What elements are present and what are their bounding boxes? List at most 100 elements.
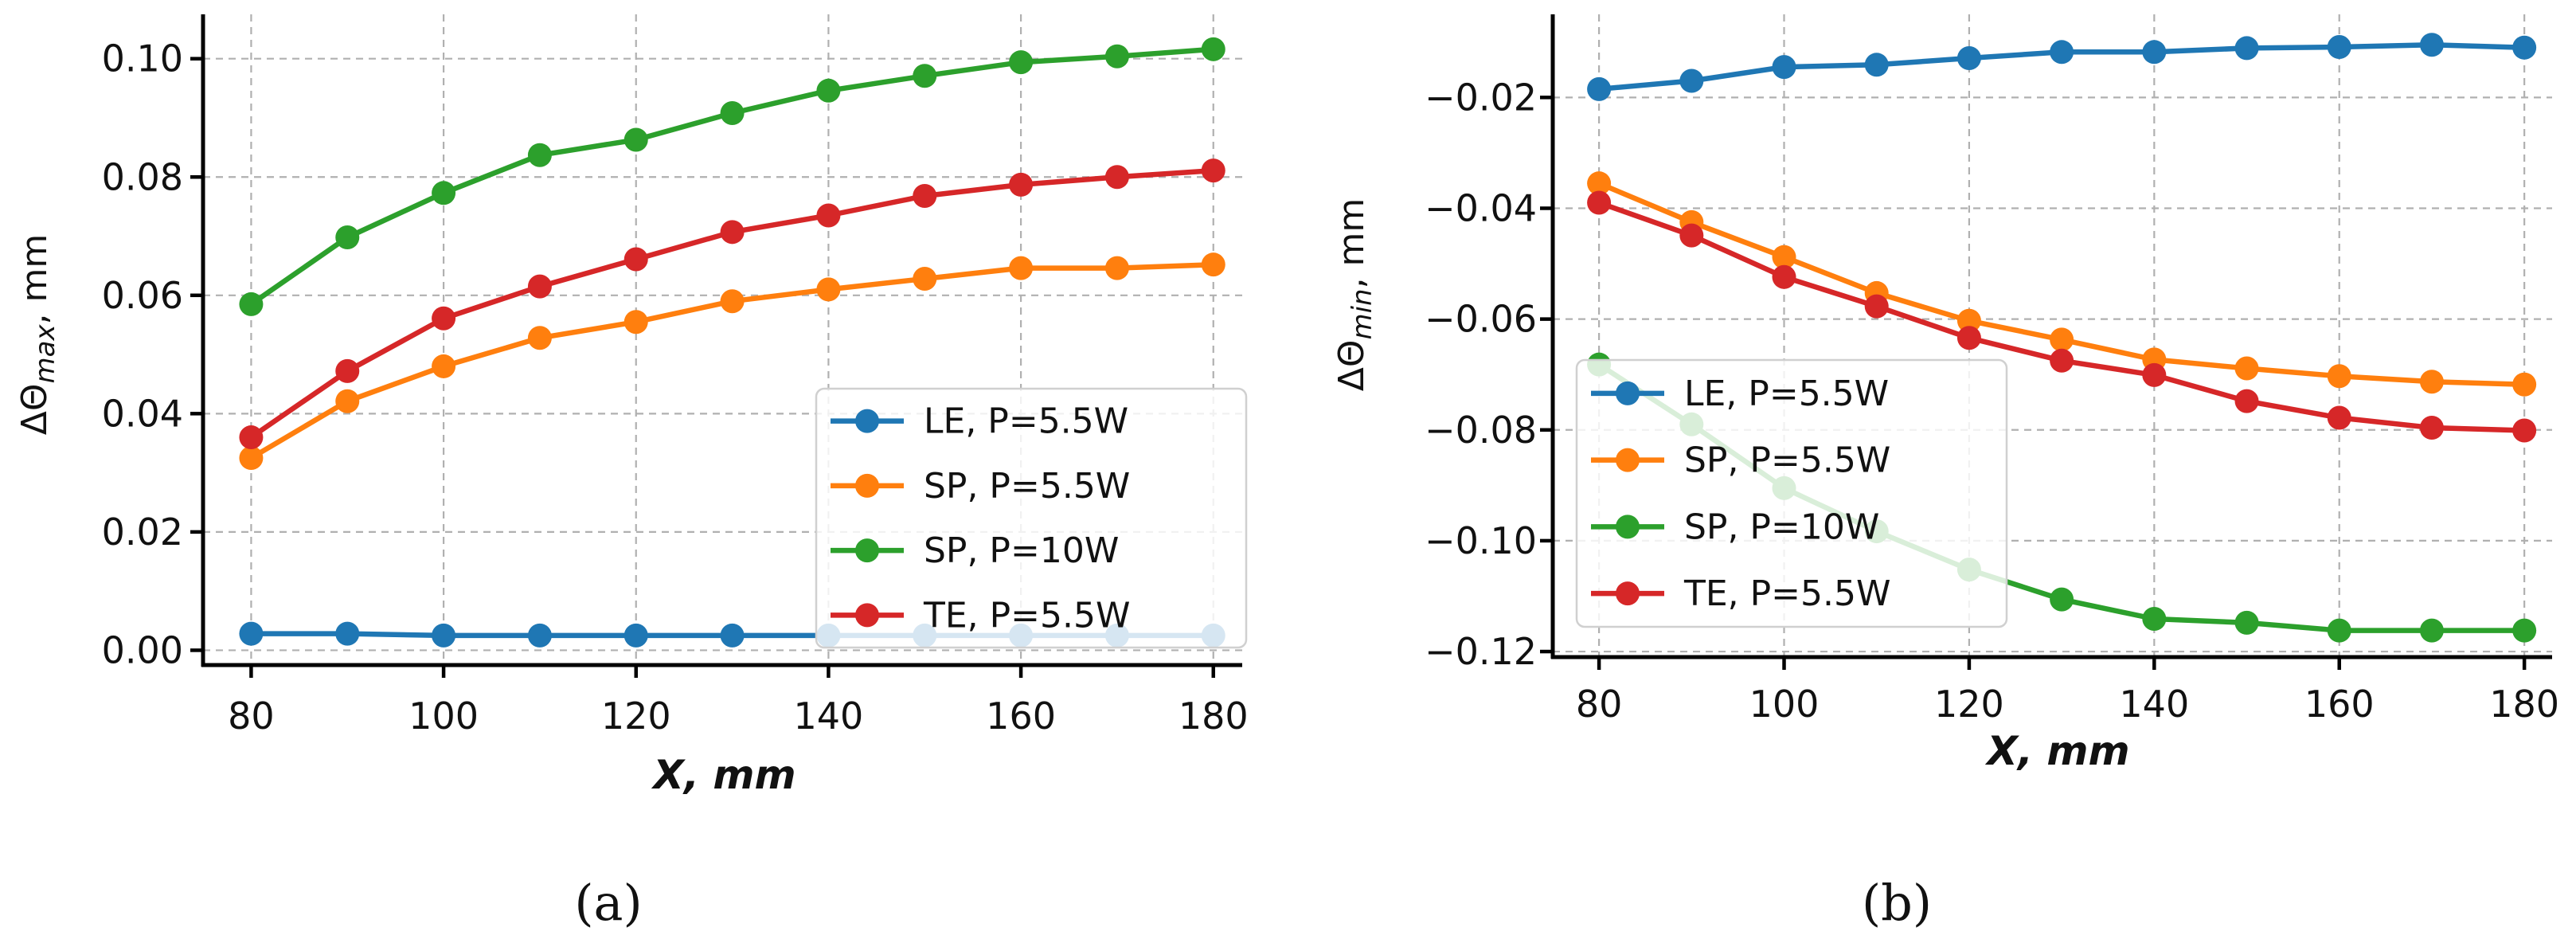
- data-point: [720, 623, 745, 648]
- legend-label: LE, P=5.5W: [1684, 374, 1889, 414]
- data-point: [2142, 40, 2167, 65]
- legend-entry: TE, P=5.5W: [1591, 573, 1891, 614]
- data-point: [913, 184, 937, 209]
- x-tick-label: 140: [794, 695, 864, 738]
- y-tick-label: −0.08: [1425, 409, 1537, 452]
- x-tick-label: 100: [408, 695, 479, 738]
- x-tick-label: 120: [601, 695, 671, 738]
- series-le-p-5-5w: [1587, 33, 2537, 101]
- series-sp-p-10w: [239, 37, 1225, 316]
- data-point: [2327, 364, 2351, 389]
- legend-swatch-marker: [855, 409, 879, 433]
- data-point: [2512, 618, 2537, 643]
- data-point: [1956, 326, 1981, 350]
- legend-swatch-marker: [1616, 515, 1640, 539]
- data-point: [1009, 50, 1034, 75]
- data-point: [1864, 294, 1889, 319]
- data-point: [335, 389, 360, 413]
- panel-label-b: (b): [1862, 874, 1932, 932]
- data-point: [1679, 223, 1704, 248]
- data-point: [527, 623, 552, 648]
- y-tick-label: −0.06: [1425, 298, 1537, 341]
- data-point: [623, 247, 648, 272]
- chart-panel-b: 80 100 120 140 160 180 −0.12 −0.10 −0.08 −0.06 −0.…: [1331, 14, 2559, 774]
- data-point: [2234, 389, 2259, 413]
- data-point: [1587, 190, 1612, 215]
- y-tick-label: 0.00: [102, 628, 183, 671]
- data-point: [335, 225, 360, 250]
- data-point: [720, 220, 745, 245]
- data-point: [1772, 55, 1796, 80]
- y-axis-title-subscript: min: [1347, 288, 1378, 339]
- legend-label: TE, P=5.5W: [923, 595, 1131, 636]
- legend-entry: LE, P=5.5W: [1591, 374, 1889, 414]
- y-axis-title-unit: , mm: [1331, 198, 1372, 289]
- legend-frame: [1575, 358, 2008, 628]
- data-point: [527, 274, 552, 299]
- data-point: [1104, 165, 1129, 190]
- data-point: [239, 621, 264, 646]
- data-point: [2419, 33, 2444, 57]
- data-point: [239, 425, 264, 450]
- data-point: [2050, 587, 2074, 612]
- data-point: [432, 181, 456, 205]
- legend-swatch-marker: [1616, 381, 1640, 405]
- series-te-p-5-5w: [1587, 190, 2537, 443]
- data-point: [335, 621, 360, 646]
- data-point: [1104, 256, 1129, 280]
- x-tick-label: 180: [1179, 695, 1249, 738]
- legend-label: SP, P=10W: [1684, 507, 1879, 547]
- data-point: [913, 64, 937, 88]
- data-point: [816, 277, 841, 302]
- data-point: [1201, 252, 1225, 277]
- x-tick-label: 180: [2489, 683, 2559, 726]
- data-point: [1009, 172, 1034, 197]
- legend-label: SP, P=5.5W: [1684, 440, 1890, 481]
- chart-panel-a: 80 100 120 140 160 180 0.00 0.02 0.04 0.06 0.08 0.1…: [14, 14, 1249, 798]
- data-point: [2419, 370, 2444, 394]
- y-axis-title: ΔΘmax, mm: [14, 234, 61, 436]
- data-point: [2142, 362, 2167, 387]
- data-point: [623, 623, 648, 648]
- grid: [1553, 14, 2552, 657]
- data-point: [335, 358, 360, 383]
- y-axis-title-symbol: ΔΘ: [14, 384, 55, 436]
- data-point: [1587, 76, 1612, 101]
- data-point: [1956, 45, 1981, 70]
- y-tick-label: 0.06: [102, 274, 183, 317]
- data-point: [816, 78, 841, 103]
- data-point: [239, 446, 264, 471]
- y-tick-label: −0.10: [1425, 519, 1537, 562]
- data-point: [2419, 618, 2444, 643]
- legend-swatch-marker: [855, 473, 879, 498]
- data-point: [913, 266, 937, 291]
- x-tick-label: 160: [986, 695, 1056, 738]
- x-tick-label: 80: [228, 695, 275, 738]
- data-point: [720, 101, 745, 126]
- x-axis-title: X, mm: [1984, 728, 2129, 774]
- data-point: [1201, 158, 1225, 183]
- x-tick-label: 140: [2119, 683, 2189, 726]
- data-point: [2050, 40, 2074, 65]
- data-point: [432, 354, 456, 378]
- y-axis-title-subscript: max: [29, 324, 61, 384]
- legend: LE, P=5.5W SP, P=5.5W SP, P=10W TE, P=5.5W: [1575, 358, 2008, 628]
- legend-label: LE, P=5.5W: [924, 401, 1128, 442]
- data-point: [2142, 606, 2167, 631]
- data-point: [1772, 264, 1796, 289]
- legend-swatch-marker: [855, 603, 879, 628]
- data-point: [2234, 356, 2259, 381]
- y-tick-label: 0.10: [102, 37, 183, 80]
- legend-swatch-marker: [855, 538, 879, 563]
- legend-entry: SP, P=5.5W: [1591, 440, 1890, 481]
- legend-swatch-marker: [1616, 581, 1640, 606]
- y-tick-label: −0.12: [1425, 630, 1537, 673]
- data-point: [432, 306, 456, 331]
- y-tick-label: 0.02: [102, 511, 183, 554]
- x-axis-title: X, mm: [651, 752, 795, 798]
- data-point: [2512, 35, 2537, 60]
- data-point: [2050, 327, 2074, 352]
- y-tick-label: −0.04: [1425, 186, 1537, 229]
- y-tick-label: 0.04: [102, 392, 183, 435]
